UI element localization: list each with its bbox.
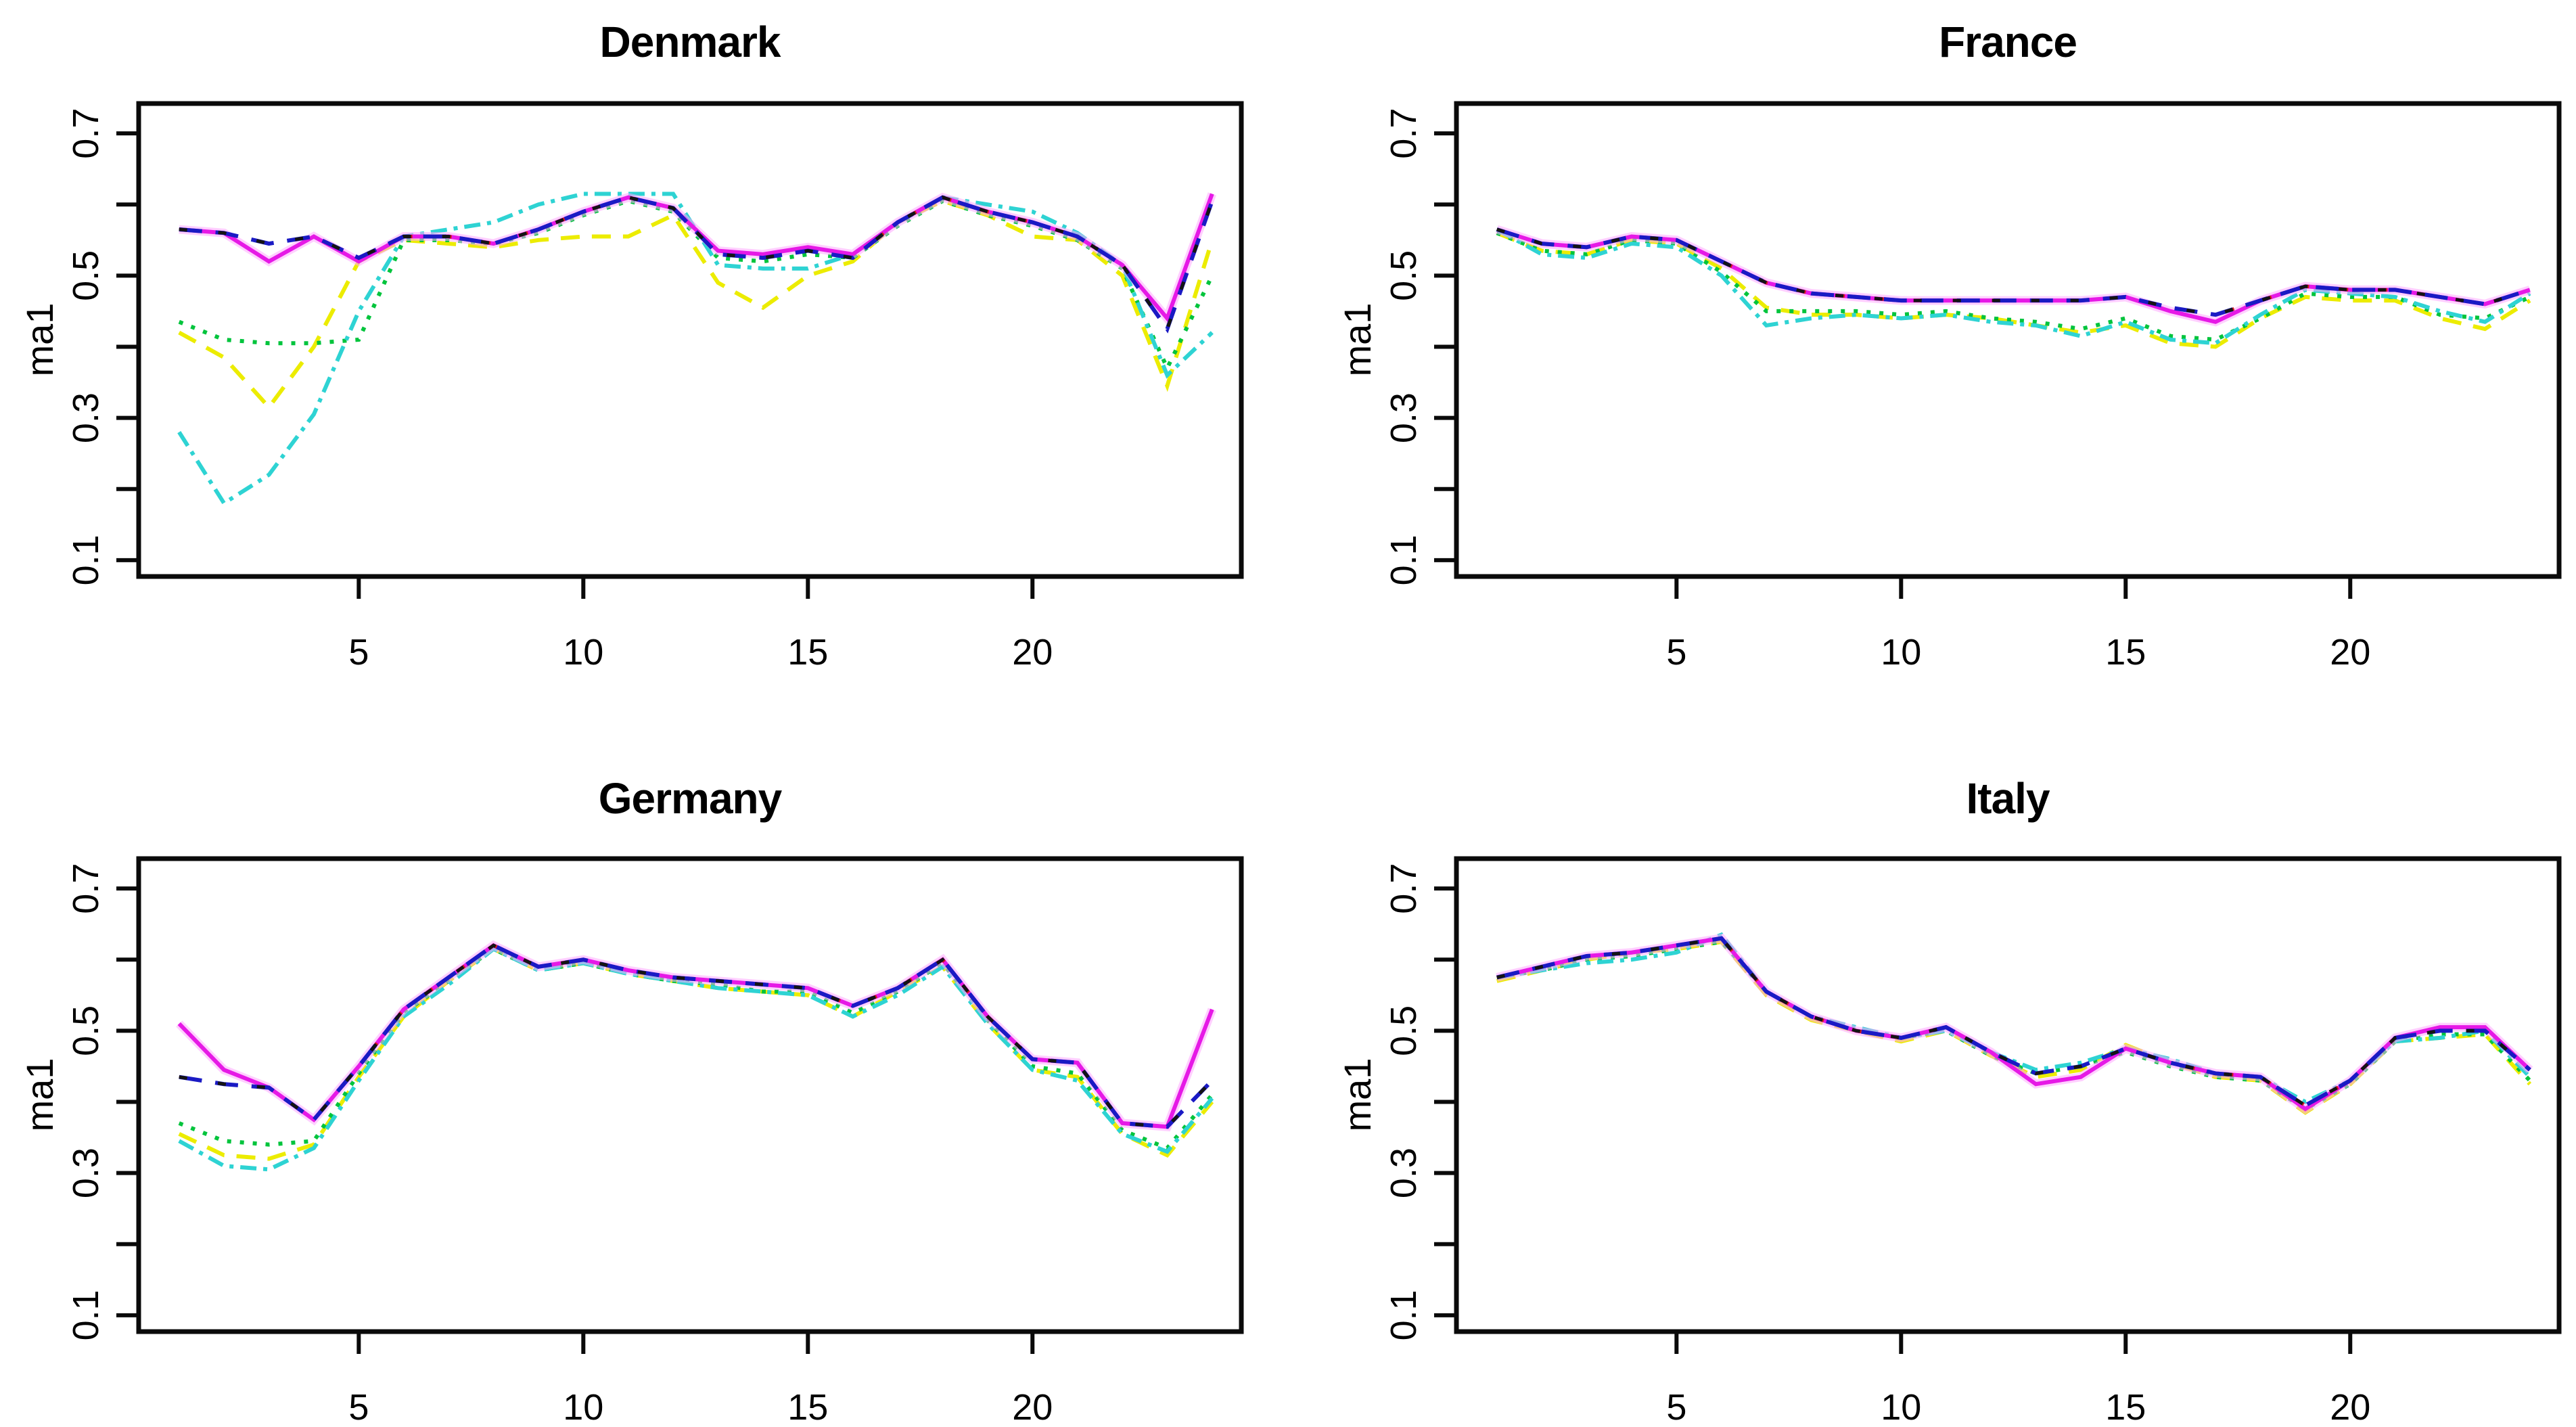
series-black-solid bbox=[1496, 936, 2531, 1108]
series-black-solid bbox=[179, 943, 1214, 1129]
series-yellow-dashed bbox=[178, 198, 1214, 411]
x-tick-label: 15 bbox=[2105, 1387, 2146, 1427]
plot-frame bbox=[136, 856, 1244, 1334]
y-tick-label: 0.1 bbox=[66, 535, 106, 585]
series-cyan-dashdot bbox=[1496, 932, 2531, 1104]
x-tick-label: 20 bbox=[1012, 1387, 1053, 1427]
y-tick-label: 0.3 bbox=[66, 392, 106, 443]
panel-germany: Germany ma1 5 10 15 20 0.1 0.3 0.5 0.7 bbox=[18, 774, 1244, 1427]
x-tick-label: 10 bbox=[1881, 632, 1921, 673]
y-tick-label: 0.3 bbox=[66, 1148, 106, 1198]
x-tick-label: 20 bbox=[2330, 1387, 2370, 1427]
y-tick-label: 0.1 bbox=[1383, 1290, 1424, 1340]
plot-area: 5 10 15 20 0.1 0.3 0.5 0.7 bbox=[1383, 101, 2562, 673]
series-green-dotted bbox=[1496, 939, 2531, 1112]
series-magenta-solid bbox=[1496, 936, 2531, 1112]
x-tick-label: 10 bbox=[1881, 1387, 1921, 1427]
x-tick-label: 20 bbox=[2330, 632, 2370, 673]
x-tick-label: 20 bbox=[1012, 632, 1053, 673]
series-yellow-dashed bbox=[1496, 939, 2532, 1115]
series-magenta-solid bbox=[179, 193, 1214, 323]
y-axis-label: ma1 bbox=[18, 1058, 61, 1132]
series-yellow-dashed bbox=[178, 947, 1214, 1161]
y-axis-label: ma1 bbox=[1336, 303, 1379, 377]
y-tick-label: 0.5 bbox=[1383, 250, 1424, 301]
y-tick-label: 0.1 bbox=[1383, 535, 1424, 585]
x-tick-label: 5 bbox=[348, 632, 369, 673]
x-tick-label: 15 bbox=[787, 1387, 828, 1427]
series-blue-overlay bbox=[1496, 936, 2531, 1108]
y-tick-label: 0.7 bbox=[1383, 108, 1424, 159]
x-tick-label: 5 bbox=[1666, 632, 1686, 673]
y-tick-label: 0.1 bbox=[66, 1290, 106, 1340]
magenta-solid-halo bbox=[1496, 933, 2533, 1114]
y-tick-label: 0.5 bbox=[66, 1005, 106, 1056]
panel-france: France ma1 5 10 15 20 0.1 0.3 0.5 0.7 bbox=[1336, 18, 2562, 673]
y-axis-label: ma1 bbox=[18, 303, 61, 377]
y-axis-label: ma1 bbox=[1336, 1058, 1379, 1132]
plot-frame bbox=[136, 101, 1244, 579]
x-tick-label: 15 bbox=[2105, 632, 2146, 673]
panel-title: Italy bbox=[1966, 774, 2050, 823]
panel-title: Denmark bbox=[600, 18, 781, 66]
y-tick-label: 0.7 bbox=[1383, 863, 1424, 914]
x-tick-label: 15 bbox=[787, 632, 828, 673]
plot-area: 5 10 15 20 0.1 0.3 0.5 0.7 bbox=[66, 101, 1244, 673]
y-tick-label: 0.7 bbox=[66, 108, 106, 159]
x-tick-label: 5 bbox=[1666, 1387, 1686, 1427]
x-tick-label: 10 bbox=[563, 1387, 603, 1427]
series-red-overlay bbox=[1496, 936, 2531, 1108]
panel-denmark: Denmark ma1 5 10 15 20 0.1 0.3 0.5 0.7 bbox=[18, 18, 1244, 673]
panel-italy: Italy ma1 5 10 15 20 0.1 0.3 0.5 0.7 bbox=[1336, 774, 2562, 1427]
y-tick-label: 0.7 bbox=[66, 863, 106, 914]
x-tick-label: 10 bbox=[563, 632, 603, 673]
y-tick-label: 0.3 bbox=[1383, 1148, 1424, 1198]
series-blue-overlay bbox=[1496, 227, 2531, 317]
plot-area: 5 10 15 20 0.1 0.3 0.5 0.7 bbox=[1383, 856, 2562, 1427]
plot-area: 5 10 15 20 0.1 0.3 0.5 0.7 bbox=[66, 856, 1244, 1427]
y-tick-label: 0.5 bbox=[1383, 1005, 1424, 1056]
series-cyan-dashdot bbox=[177, 191, 1214, 506]
magenta-solid-halo bbox=[176, 940, 1216, 1132]
y-tick-label: 0.3 bbox=[1383, 392, 1424, 443]
x-tick-label: 5 bbox=[348, 1387, 369, 1427]
plot-frame bbox=[1454, 101, 2562, 579]
plot-frame bbox=[1454, 856, 2562, 1334]
series-cyan-dashdot bbox=[178, 946, 1214, 1172]
series-blue-overlay bbox=[179, 195, 1214, 334]
series-green-dotted bbox=[178, 947, 1214, 1151]
panel-title: France bbox=[1939, 18, 2077, 66]
panel-title: Germany bbox=[599, 774, 783, 823]
magenta-solid-halo bbox=[179, 192, 1216, 327]
y-tick-label: 0.5 bbox=[66, 250, 106, 301]
